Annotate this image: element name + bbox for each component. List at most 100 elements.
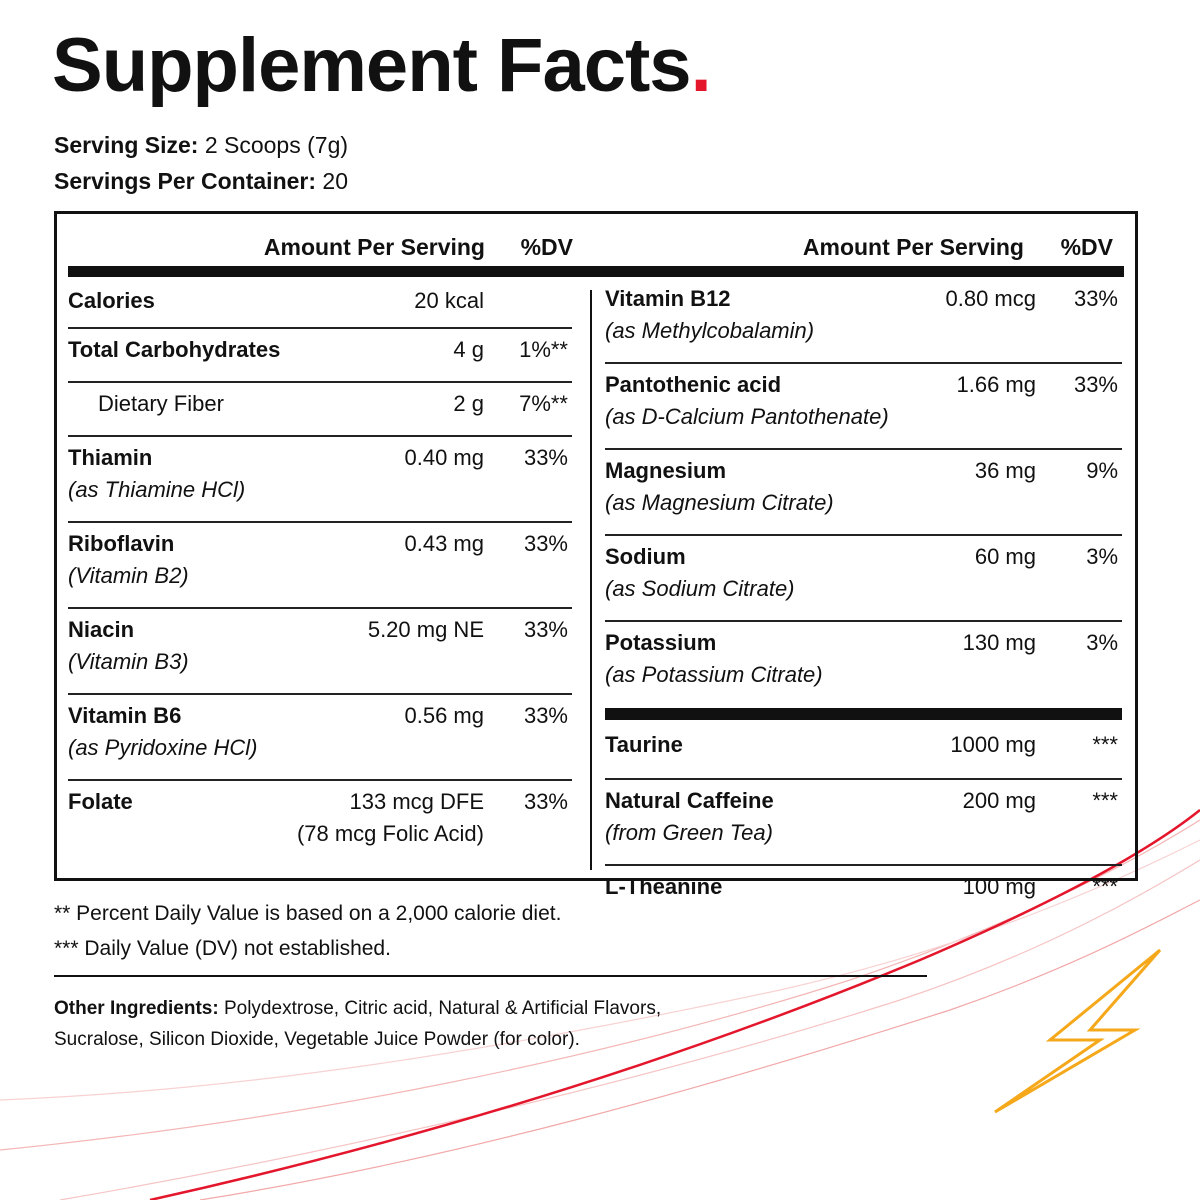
row: Thiamin (as Thiamine HCl) 0.40 mg 33% xyxy=(68,437,572,523)
nutrient-name: Riboflavin xyxy=(68,531,175,556)
nutrient-source: (as Methylcobalamin) xyxy=(605,318,815,343)
column-head: Amount Per Serving xyxy=(263,234,485,260)
right-column: Vitamin B12 (as Methylcobalamin) 0.80 mcg 3… xyxy=(605,280,1122,918)
value: 20 xyxy=(322,168,349,194)
daily-value: *** xyxy=(1092,732,1118,757)
label: Other Ingredients: xyxy=(54,998,219,1019)
thick-rule xyxy=(68,266,1124,277)
amount: 0.43 mg xyxy=(404,531,485,556)
text: Polydextrose, Citric acid, Natural & Art… xyxy=(223,998,662,1019)
amount: 200 mg xyxy=(962,788,1036,813)
nutrient-name: Taurine xyxy=(605,732,683,757)
row: Potassium (as Potassium Citrate) 130 mg 3% xyxy=(605,622,1122,706)
amount: 20 kcal xyxy=(414,288,484,313)
nutrient-name: Vitamin B12 xyxy=(605,286,731,311)
title-mark: . xyxy=(690,23,712,108)
nutrient-source: (as Thiamine HCl) xyxy=(68,477,246,502)
section: Taurine 1000 mg *** Natural Caffeine (from G… xyxy=(605,724,1122,918)
daily-value: 33% xyxy=(523,617,568,642)
label: Serving Size: xyxy=(54,132,199,158)
daily-value: 33% xyxy=(1073,286,1118,311)
column-head: %DV xyxy=(1060,234,1113,260)
nutrient-name: Dietary Fiber xyxy=(98,391,224,416)
row: Total Carbohydrates 4 g 1%** xyxy=(68,329,572,383)
amount: 5.20 mg NE xyxy=(367,617,484,642)
nutrient-source: (as D-Calcium Pantothenate) xyxy=(605,404,889,429)
nutrient-name: Folate xyxy=(68,789,133,814)
row: Riboflavin (Vitamin B2) 0.43 mg 33% xyxy=(68,523,572,609)
amount: 130 mg xyxy=(962,630,1036,655)
servings: Servings Per Container: 20 xyxy=(54,168,348,195)
column-head: %DV xyxy=(520,234,573,260)
amount: 0.80 mcg xyxy=(945,286,1037,311)
column-head: Amount Per Serving xyxy=(802,234,1024,260)
section-rule xyxy=(605,708,1122,720)
amount: 2 g xyxy=(453,391,484,416)
amount: 4 g xyxy=(453,337,484,362)
daily-value: 3% xyxy=(1086,544,1118,569)
nutrient-source: (as Magnesium Citrate) xyxy=(605,490,834,515)
row: Vitamin B12 (as Methylcobalamin) 0.80 mcg 3… xyxy=(605,278,1122,364)
amount: 100 mg xyxy=(962,874,1036,899)
value: 2 Scoops (7g) xyxy=(204,132,349,158)
daily-value: 33% xyxy=(523,445,568,470)
nutrient-source: (Vitamin B2) xyxy=(68,563,189,588)
nutrient-name: Vitamin B6 xyxy=(68,703,182,728)
row: Sodium (as Sodium Citrate) 60 mg 3% xyxy=(605,536,1122,622)
nutrient-source: (as Pyridoxine HCl) xyxy=(68,735,258,760)
row: L-Theanine 100 mg *** xyxy=(605,866,1122,918)
daily-value: 33% xyxy=(1073,372,1118,397)
footnote: *** Daily Value (DV) not established. xyxy=(54,937,391,960)
daily-value: 33% xyxy=(523,531,568,556)
amount: 0.56 mg xyxy=(404,703,485,728)
facts-table: Amount Per Serving %DV Amount Per Servin… xyxy=(54,211,1138,899)
column-divider xyxy=(590,290,592,870)
daily-value: *** xyxy=(1092,788,1118,813)
label: Servings Per Container: xyxy=(54,168,317,194)
nutrient-name: L-Theanine xyxy=(605,874,723,899)
daily-value: 33% xyxy=(523,703,568,728)
title: Supplement Facts. xyxy=(52,22,712,109)
row: Natural Caffeine (from Green Tea) 200 mg **… xyxy=(605,780,1122,866)
daily-value: 1%** xyxy=(519,337,568,362)
amount: 0.40 mg xyxy=(404,445,485,470)
row: Vitamin B6 (as Pyridoxine HCl) 0.56 mg 33% xyxy=(68,695,572,781)
left-column: Calories 20 kcal Total Carbohydrates 4 g 1%*… xyxy=(68,280,572,865)
title-text: Supplement Facts xyxy=(52,23,692,108)
nutrient-name: Thiamin xyxy=(68,445,153,470)
amount: 36 mg xyxy=(974,458,1036,483)
footnote: ** Percent Daily Value is based on a 2,0… xyxy=(54,902,562,925)
amount: 60 mg xyxy=(974,544,1036,569)
rule xyxy=(54,975,927,977)
text: Sucralose, Silicon Dioxide, Vegetable Ju… xyxy=(54,1029,580,1050)
nutrient-source: (as Potassium Citrate) xyxy=(605,662,823,687)
row: Magnesium (as Magnesium Citrate) 36 mg 9% xyxy=(605,450,1122,536)
daily-value: 33% xyxy=(523,789,568,814)
amount: 1.66 mg xyxy=(956,372,1037,397)
nutrient-name: Niacin xyxy=(68,617,135,642)
other-ingredients: Other Ingredients: Polydextrose, Citric … xyxy=(54,998,661,1020)
row: Calories 20 kcal xyxy=(68,280,572,329)
nutrient-name: Sodium xyxy=(605,544,686,569)
nutrient-source: (as Sodium Citrate) xyxy=(605,576,795,601)
row: Dietary Fiber 2 g 7%** xyxy=(68,383,572,437)
amount: 133 mcg DFE xyxy=(349,789,485,814)
row: Folate 133 mcg DFE (78 mcg Folic Acid) 33% xyxy=(68,781,572,865)
amount-note: (78 mcg Folic Acid) xyxy=(296,821,484,846)
amount: 1000 mg xyxy=(950,732,1036,757)
nutrient-name: Calories xyxy=(68,288,155,313)
daily-value: 9% xyxy=(1086,458,1118,483)
nutrient-source: (from Green Tea) xyxy=(605,820,773,845)
serving-size: Serving Size: 2 Scoops (7g) xyxy=(54,132,348,159)
nutrient-name: Magnesium xyxy=(605,458,727,483)
nutrient-name: Natural Caffeine xyxy=(605,788,774,813)
row: Taurine 1000 mg *** xyxy=(605,724,1122,780)
section: Vitamin B12 (as Methylcobalamin) 0.80 mcg 3… xyxy=(605,278,1122,706)
daily-value: 3% xyxy=(1086,630,1118,655)
nutrient-name: Potassium xyxy=(605,630,717,655)
row: Niacin (Vitamin B3) 5.20 mg NE 33% xyxy=(68,609,572,695)
daily-value: *** xyxy=(1092,874,1118,899)
nutrient-name: Pantothenic acid xyxy=(605,372,782,397)
